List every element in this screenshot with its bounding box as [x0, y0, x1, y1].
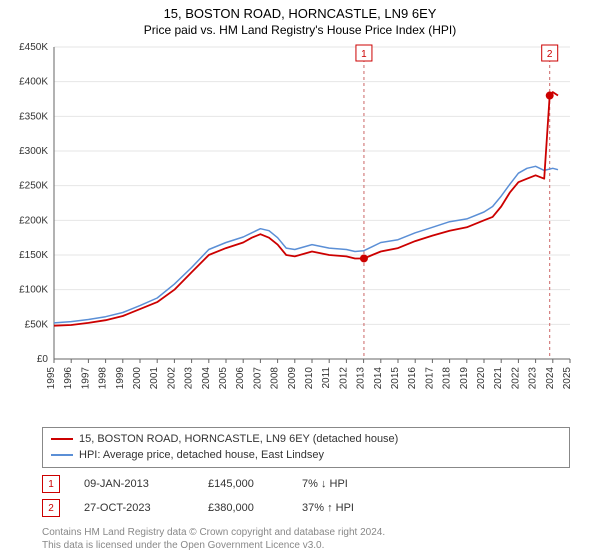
transaction-price: £145,000 — [208, 478, 278, 490]
footer-line-2: This data is licensed under the Open Gov… — [42, 539, 570, 552]
marker-badge-2: 2 — [42, 499, 60, 517]
transaction-price: £380,000 — [208, 502, 278, 514]
legend-label-property: 15, BOSTON ROAD, HORNCASTLE, LN9 6EY (de… — [79, 431, 398, 447]
svg-text:2024: 2024 — [545, 367, 556, 390]
footer-line-1: Contains HM Land Registry data © Crown c… — [42, 526, 570, 539]
line-chart-svg: £0 £50K £100K £150K £200K £250K £300K £350K £400… — [0, 41, 600, 421]
svg-text:2003: 2003 — [184, 367, 195, 390]
svg-text:£100K: £100K — [19, 285, 48, 296]
svg-text:2008: 2008 — [270, 367, 281, 390]
transactions-table: 1 09-JAN-2013 £145,000 7% ↓ HPI 2 27-OCT… — [42, 472, 570, 520]
svg-text:£450K: £450K — [19, 42, 48, 53]
svg-text:1: 1 — [361, 49, 367, 60]
svg-text:£300K: £300K — [19, 146, 48, 157]
legend-swatch-hpi — [51, 454, 73, 456]
svg-text:£50K: £50K — [25, 319, 49, 330]
chart-title-address: 15, BOSTON ROAD, HORNCASTLE, LN9 6EY — [0, 6, 600, 21]
svg-text:2005: 2005 — [218, 367, 229, 390]
marker-badge-1: 1 — [42, 475, 60, 493]
svg-text:2006: 2006 — [235, 367, 246, 390]
svg-text:2011: 2011 — [321, 367, 332, 389]
svg-text:2014: 2014 — [373, 367, 384, 390]
transaction-date: 27-OCT-2023 — [84, 502, 184, 514]
svg-text:2010: 2010 — [304, 367, 315, 390]
svg-text:2002: 2002 — [166, 367, 177, 390]
svg-text:1998: 1998 — [98, 367, 109, 390]
svg-text:2019: 2019 — [459, 367, 470, 390]
transaction-pct: 37% ↑ HPI — [302, 502, 402, 514]
transaction-row: 1 09-JAN-2013 £145,000 7% ↓ HPI — [42, 472, 570, 496]
footer-attribution: Contains HM Land Registry data © Crown c… — [42, 526, 570, 552]
legend: 15, BOSTON ROAD, HORNCASTLE, LN9 6EY (de… — [42, 427, 570, 468]
transaction-date: 09-JAN-2013 — [84, 478, 184, 490]
svg-text:2016: 2016 — [407, 367, 418, 390]
svg-text:£250K: £250K — [19, 181, 48, 192]
legend-item-hpi: HPI: Average price, detached house, East… — [51, 447, 561, 463]
svg-text:1997: 1997 — [80, 367, 91, 390]
chart-subtitle: Price paid vs. HM Land Registry's House … — [0, 23, 600, 37]
svg-text:2018: 2018 — [442, 367, 453, 390]
transaction-row: 2 27-OCT-2023 £380,000 37% ↑ HPI — [42, 496, 570, 520]
svg-text:2009: 2009 — [287, 367, 298, 390]
legend-swatch-property — [51, 438, 73, 440]
chart-plot-area: £0 £50K £100K £150K £200K £250K £300K £350K £400… — [0, 41, 600, 421]
svg-text:£350K: £350K — [19, 111, 48, 122]
svg-text:2013: 2013 — [356, 367, 367, 390]
svg-text:2025: 2025 — [562, 367, 573, 390]
svg-text:£200K: £200K — [19, 215, 48, 226]
legend-label-hpi: HPI: Average price, detached house, East… — [79, 447, 324, 463]
svg-text:2015: 2015 — [390, 367, 401, 390]
svg-text:£400K: £400K — [19, 77, 48, 88]
svg-text:2021: 2021 — [493, 367, 504, 390]
svg-text:2012: 2012 — [338, 367, 349, 390]
svg-text:2001: 2001 — [149, 367, 160, 390]
svg-text:1999: 1999 — [115, 367, 126, 390]
svg-text:2000: 2000 — [132, 367, 143, 390]
svg-text:2007: 2007 — [252, 367, 263, 390]
svg-text:£150K: £150K — [19, 250, 48, 261]
svg-text:1996: 1996 — [63, 367, 74, 390]
title-block: 15, BOSTON ROAD, HORNCASTLE, LN9 6EY Pri… — [0, 0, 600, 41]
svg-text:2023: 2023 — [528, 367, 539, 390]
svg-text:2017: 2017 — [424, 367, 435, 390]
chart-container: 15, BOSTON ROAD, HORNCASTLE, LN9 6EY Pri… — [0, 0, 600, 560]
svg-text:1995: 1995 — [46, 367, 57, 390]
svg-text:£0: £0 — [37, 354, 49, 365]
svg-text:2004: 2004 — [201, 367, 212, 390]
svg-text:2022: 2022 — [510, 367, 521, 390]
legend-item-property: 15, BOSTON ROAD, HORNCASTLE, LN9 6EY (de… — [51, 431, 561, 447]
svg-text:2020: 2020 — [476, 367, 487, 390]
svg-text:2: 2 — [547, 49, 553, 60]
transaction-pct: 7% ↓ HPI — [302, 478, 402, 490]
